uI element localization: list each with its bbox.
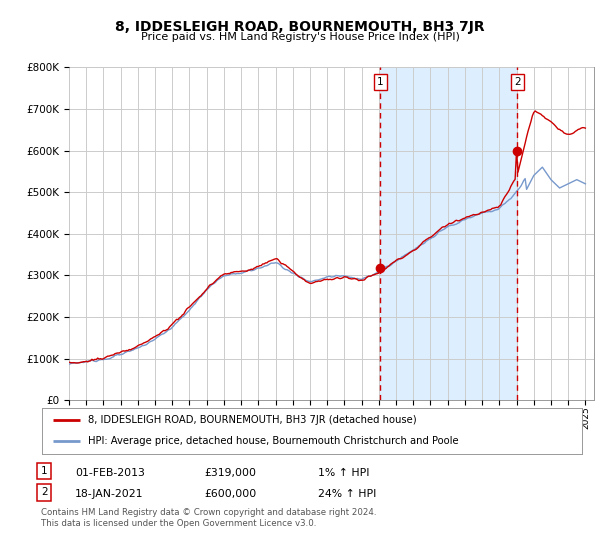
Bar: [380, 67, 517, 400]
Text: 18-JAN-2021: 18-JAN-2021: [75, 489, 143, 500]
Text: HPI: Average price, detached house, Bournemouth Christchurch and Poole: HPI: Average price, detached house, Bour…: [88, 436, 458, 446]
Text: 1% ↑ HPI: 1% ↑ HPI: [318, 468, 370, 478]
Text: 2: 2: [514, 77, 521, 87]
Text: £319,000: £319,000: [204, 468, 256, 478]
Text: 1: 1: [41, 466, 47, 476]
Text: 1: 1: [377, 77, 383, 87]
Text: 2: 2: [41, 487, 47, 497]
Text: 8, IDDESLEIGH ROAD, BOURNEMOUTH, BH3 7JR (detached house): 8, IDDESLEIGH ROAD, BOURNEMOUTH, BH3 7JR…: [88, 415, 416, 425]
Text: 24% ↑ HPI: 24% ↑ HPI: [318, 489, 376, 500]
Text: £600,000: £600,000: [204, 489, 256, 500]
Text: Price paid vs. HM Land Registry's House Price Index (HPI): Price paid vs. HM Land Registry's House …: [140, 32, 460, 43]
Text: 8, IDDESLEIGH ROAD, BOURNEMOUTH, BH3 7JR: 8, IDDESLEIGH ROAD, BOURNEMOUTH, BH3 7JR: [115, 20, 485, 34]
Text: Contains HM Land Registry data © Crown copyright and database right 2024.
This d: Contains HM Land Registry data © Crown c…: [41, 508, 376, 528]
Text: 01-FEB-2013: 01-FEB-2013: [75, 468, 145, 478]
